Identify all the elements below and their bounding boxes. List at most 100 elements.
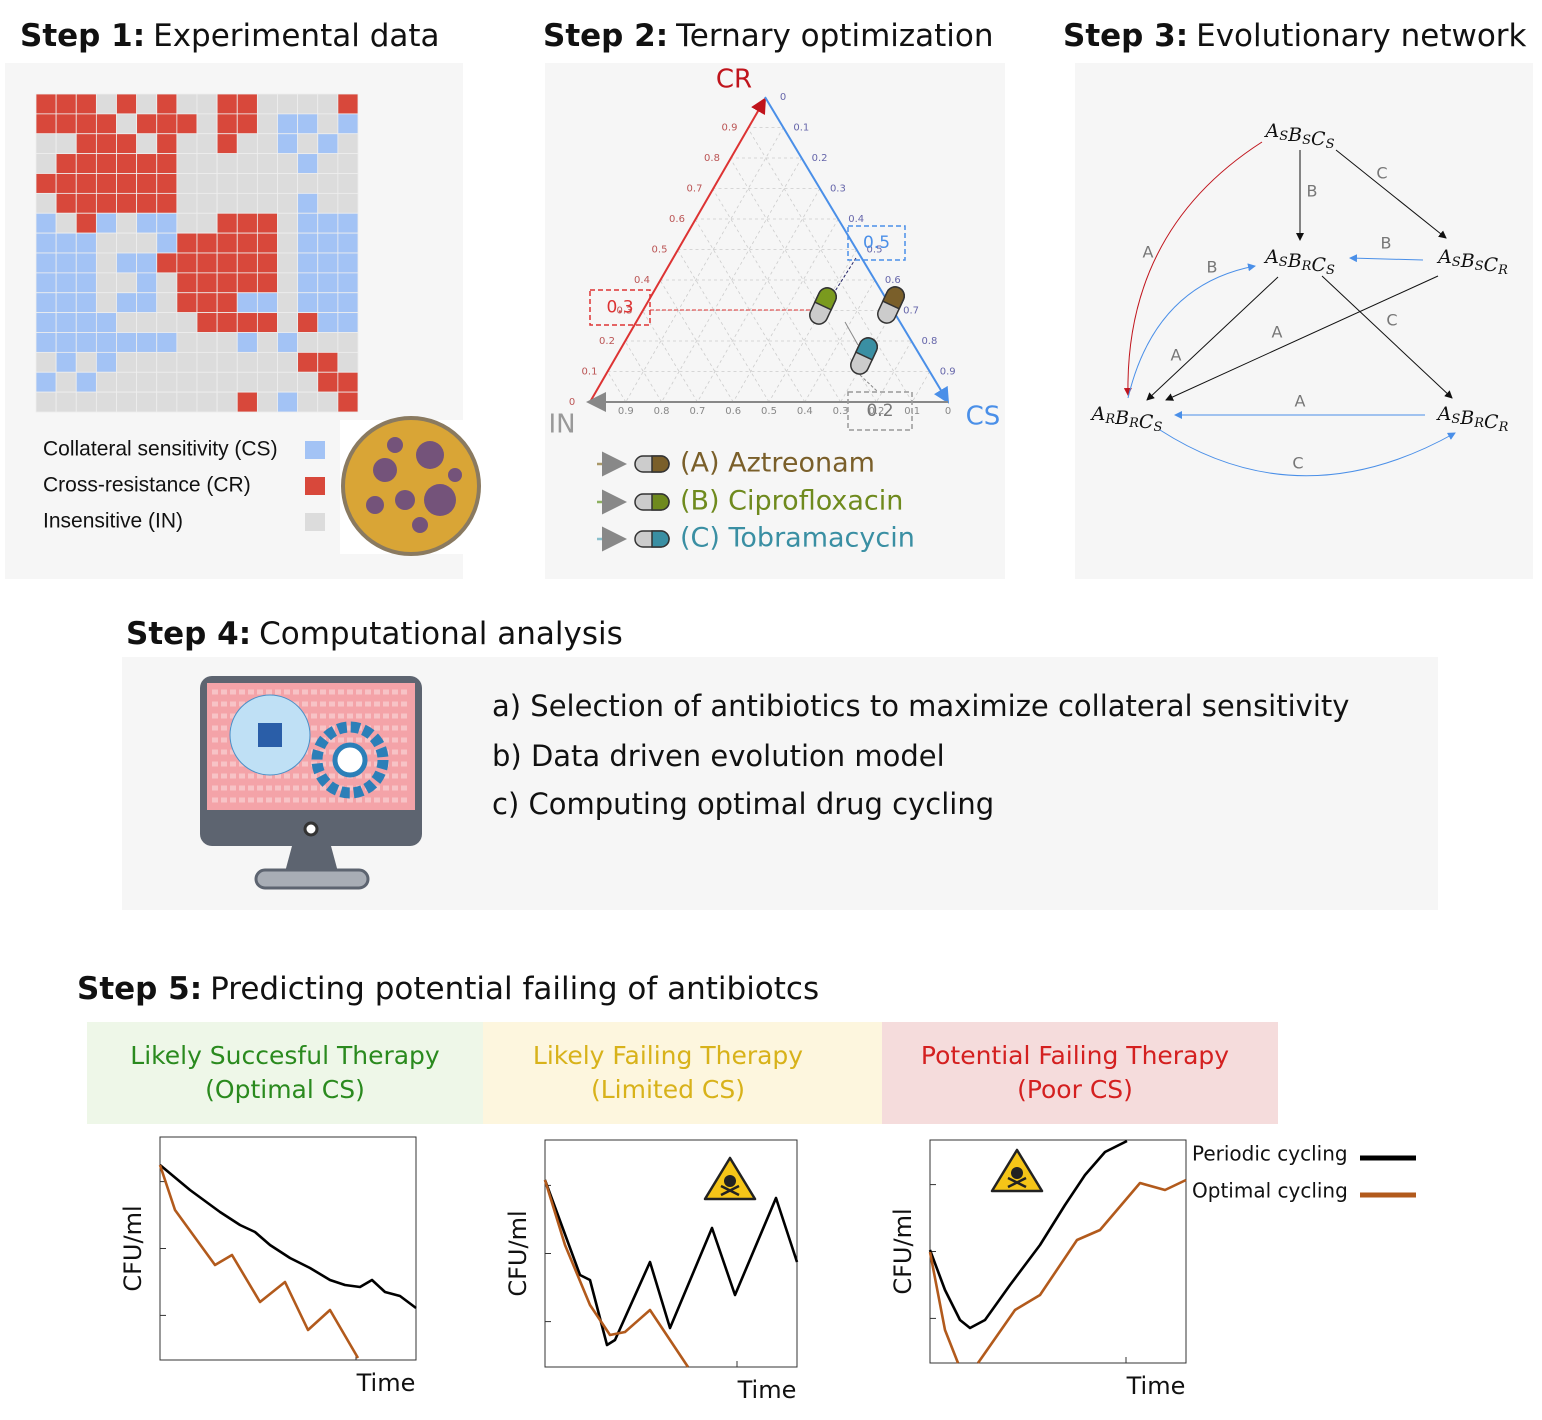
x-axis-label: Time <box>356 1369 416 1397</box>
heat-cell <box>297 371 319 393</box>
heat-cell <box>256 93 278 115</box>
heat-cell <box>256 153 278 174</box>
tick-label: 0.4 <box>848 214 864 225</box>
stand <box>285 846 338 872</box>
heat-cell <box>35 371 57 393</box>
value-box <box>847 225 906 261</box>
heat-cell <box>136 173 158 194</box>
heat-cell <box>216 252 238 274</box>
heat-cell <box>216 133 238 155</box>
heat-cell <box>156 371 178 393</box>
heat-cell <box>116 351 138 373</box>
node-part: C <box>1311 254 1326 276</box>
heat-cell <box>156 272 178 294</box>
heat-cell <box>317 212 339 234</box>
heat-cell <box>95 332 117 353</box>
legend-swatch <box>305 513 325 531</box>
node-part: C <box>1139 411 1154 433</box>
heat-cell <box>35 153 57 174</box>
heat-cell <box>176 252 198 274</box>
pill-half <box>854 337 878 361</box>
colony <box>387 437 403 453</box>
node-label: ASBSCS <box>1264 120 1335 152</box>
heat-cell <box>156 252 178 274</box>
heat-cell <box>196 153 218 174</box>
heat-cell <box>116 93 138 115</box>
heat-cell <box>337 93 359 115</box>
heat-cell <box>35 292 57 314</box>
heat-cell <box>297 113 319 135</box>
node-part: C <box>1484 411 1499 433</box>
heat-cell <box>256 232 278 254</box>
ternary-grid <box>697 188 821 403</box>
edge-label: C <box>1376 164 1387 183</box>
heat-cell <box>176 292 198 314</box>
ternary-grid <box>625 127 784 403</box>
heat-cell <box>55 272 77 294</box>
heat-cell <box>277 332 299 353</box>
heat-cell <box>317 332 339 353</box>
tick-label: 0.6 <box>669 214 685 225</box>
heat-cell <box>176 312 198 333</box>
edge <box>1335 149 1447 239</box>
heat-cell <box>136 93 158 115</box>
analysis-item: a) Selection of antibiotics to maximize … <box>492 689 1349 723</box>
heat-cell <box>75 113 97 135</box>
heat-cell <box>297 292 319 314</box>
tick-label: 0.8 <box>704 153 720 164</box>
tick-label: 0 <box>780 92 786 103</box>
heat-cell <box>75 351 97 373</box>
heat-cell <box>337 391 359 413</box>
curve <box>928 1251 960 1364</box>
edge <box>1146 276 1279 401</box>
node-part: B <box>1287 124 1302 146</box>
heat-cell <box>75 292 97 314</box>
heat-cell <box>196 93 218 115</box>
heat-cell <box>337 173 359 194</box>
heat-cell <box>256 312 278 333</box>
node-label: ARBRCS <box>1090 403 1163 435</box>
heat-cell <box>196 272 218 294</box>
heat-cell <box>236 312 258 333</box>
heat-cell <box>256 173 278 194</box>
panel <box>1075 63 1533 579</box>
step-title: Step 1: Experimental data <box>20 18 440 54</box>
pill <box>877 286 905 324</box>
heat-cell <box>55 252 77 274</box>
edge-label: B <box>1207 258 1218 277</box>
y-axis-label: CFU/ml <box>119 1205 147 1291</box>
heat-cell <box>35 312 57 333</box>
node-part: B <box>1459 407 1474 429</box>
heat-cell <box>95 312 117 333</box>
heat-cell <box>35 391 57 413</box>
heat-cell <box>136 153 158 174</box>
heat-cell <box>216 371 238 393</box>
heat-cell <box>317 113 339 135</box>
node-sub: R <box>1473 416 1484 431</box>
heat-cell <box>55 332 77 353</box>
heat-cell <box>136 391 158 413</box>
heat-cell <box>35 133 57 155</box>
heat-cell <box>317 252 339 274</box>
heat-cell <box>116 192 138 214</box>
node-part: A <box>1436 246 1452 268</box>
tick-label: 0.9 <box>722 123 738 134</box>
heat-cell <box>176 173 198 194</box>
plot-frame <box>929 1139 1187 1364</box>
bones <box>720 1184 740 1197</box>
heat-cell <box>156 133 178 155</box>
heat-cell <box>297 351 319 373</box>
heat-cell <box>75 272 97 294</box>
heat-cell <box>196 332 218 353</box>
value-box <box>847 391 913 431</box>
heat-cell <box>156 212 178 234</box>
node-sub: S <box>1326 137 1335 152</box>
heat-cell <box>236 292 258 314</box>
heat-cell <box>216 212 238 234</box>
heat-cell <box>55 232 77 254</box>
heat-cell <box>236 252 258 274</box>
heat-cell <box>116 252 138 274</box>
drug-label: (C) Tobramacycin <box>680 523 915 554</box>
heat-cell <box>95 232 117 254</box>
outcome-title: Potential Failing Therapy <box>921 1041 1229 1070</box>
